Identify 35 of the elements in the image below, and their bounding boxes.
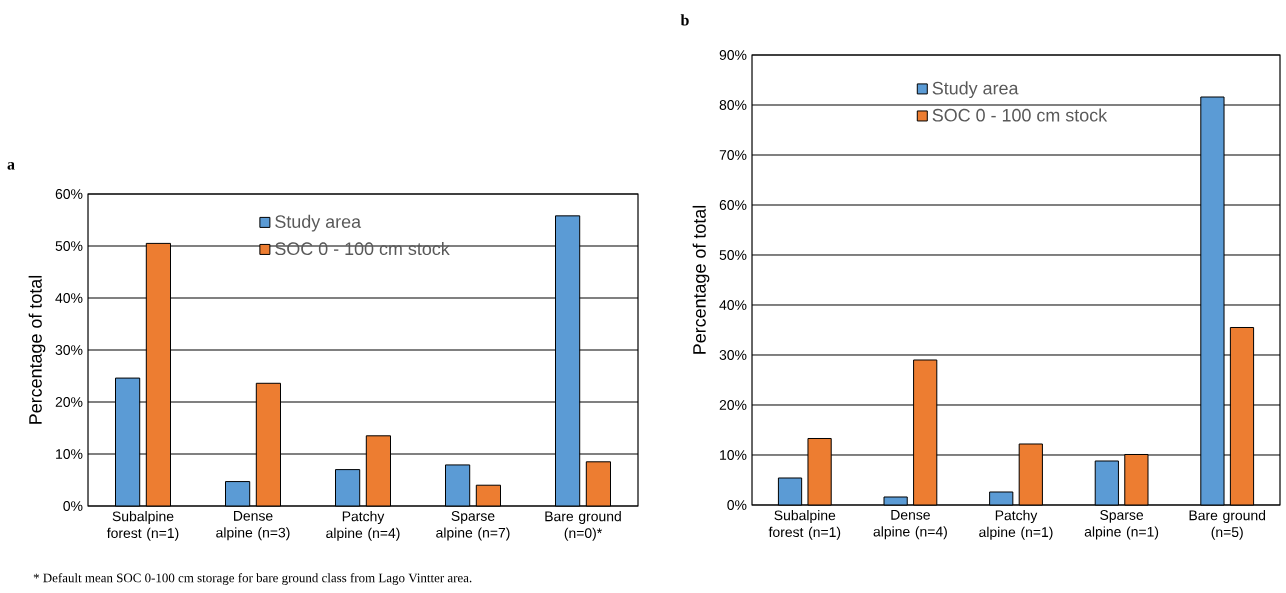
y-tick-label: 20% (719, 400, 747, 410)
x-tick-label: Subalpine forest (n=1) (768, 510, 841, 540)
y-tick-label: 0% (727, 500, 747, 510)
x-tick-label: Bare ground (n=5) (1189, 510, 1266, 540)
y-tick-label: 10% (56, 449, 83, 459)
chart-title: a (7, 162, 15, 170)
x-tick-label: Bare ground (n=0)* (545, 511, 621, 541)
y-tick-label: 70% (719, 150, 747, 160)
text: * Default mean SOC 0-100 cm storage for bare ground class from Lago Vintter area. (33, 573, 472, 585)
y-tick-label: 40% (55, 293, 83, 303)
y-tick-label: 60% (719, 200, 747, 210)
y-tick-label: 0% (63, 501, 83, 511)
x-tick-label: Sparse alpine (n=7) (436, 511, 510, 541)
y-tick-label: 20% (55, 397, 83, 407)
y-axis-title: Percentage of total (28, 275, 46, 424)
y-tick-label: 50% (719, 250, 747, 260)
y-tick-label: 30% (55, 345, 83, 355)
x-tick-label: Dense alpine (n=4) (873, 510, 947, 540)
legend-label: Study area (275, 214, 362, 232)
legend-label: SOC 0 - 100 cm stock (932, 108, 1108, 122)
x-tick-label: Dense alpine (n=3) (216, 511, 290, 541)
x-tick-label: Patchy alpine (n=4) (326, 511, 400, 541)
y-tick-label: 90% (719, 50, 747, 60)
legend-label: Study area (932, 81, 1019, 99)
chart-title: b (680, 14, 689, 26)
y-tick-label: 10% (720, 450, 747, 460)
y-tick-label: 80% (719, 100, 747, 110)
x-tick-label: Patchy alpine (n=1) (979, 510, 1053, 540)
y-tick-label: 30% (719, 350, 747, 360)
y-tick-label: 40% (719, 300, 747, 310)
y-tick-label: 60% (55, 189, 83, 199)
y-tick-label: 50% (55, 241, 83, 251)
y-axis-title: Percentage of total (692, 205, 710, 354)
x-tick-label: Subalpine forest (n=1) (106, 511, 179, 541)
x-tick-label: Sparse alpine (n=1) (1084, 510, 1159, 540)
